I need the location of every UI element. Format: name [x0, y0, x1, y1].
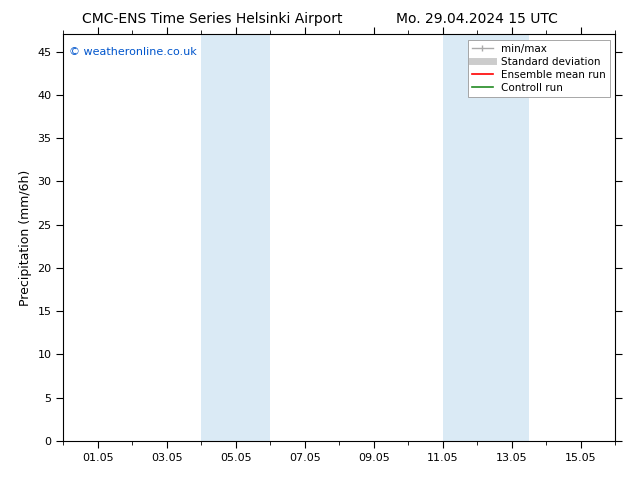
Text: © weatheronline.co.uk: © weatheronline.co.uk: [69, 47, 197, 56]
Bar: [202, 34, 270, 441]
Y-axis label: Precipitation (mm/6h): Precipitation (mm/6h): [19, 170, 32, 306]
Legend: min/max, Standard deviation, Ensemble mean run, Controll run: min/max, Standard deviation, Ensemble me…: [467, 40, 610, 97]
Text: Mo. 29.04.2024 15 UTC: Mo. 29.04.2024 15 UTC: [396, 12, 558, 26]
Bar: [443, 34, 529, 441]
Text: CMC-ENS Time Series Helsinki Airport: CMC-ENS Time Series Helsinki Airport: [82, 12, 343, 26]
